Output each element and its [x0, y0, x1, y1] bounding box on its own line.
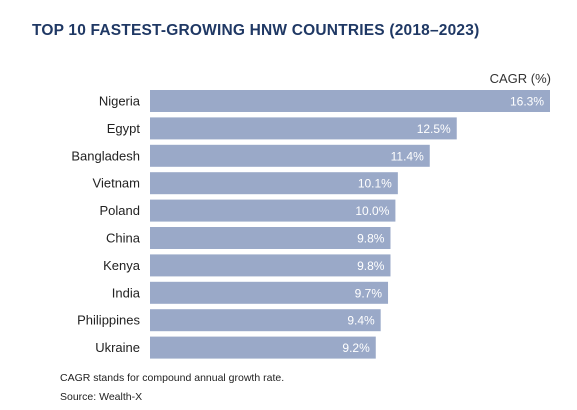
category-label: Nigeria	[99, 94, 141, 109]
bar-nigeria	[150, 90, 550, 112]
value-label: 9.8%	[357, 259, 385, 273]
bar-poland	[150, 199, 396, 222]
category-label: Bangladesh	[71, 148, 140, 163]
bar-egypt	[150, 117, 457, 140]
category-label: Vietnam	[93, 176, 140, 191]
value-label: 16.3%	[510, 95, 544, 109]
bar-philippines	[150, 309, 381, 332]
value-label: 9.4%	[347, 314, 375, 328]
category-label: Philippines	[77, 313, 140, 328]
value-label: 9.2%	[342, 341, 370, 355]
category-label: Poland	[100, 203, 140, 218]
category-label: Egypt	[107, 121, 141, 136]
bar-china	[150, 227, 391, 249]
value-label: 9.8%	[357, 232, 385, 246]
source-note: Source: Wealth-X	[60, 391, 143, 403]
bar-vietnam	[150, 172, 398, 195]
category-label: China	[106, 231, 141, 246]
bars-group: Nigeria 16.3% Egypt 12.5% Bangladesh 11.4% Vie…	[71, 90, 550, 359]
category-label: India	[112, 285, 141, 300]
bar-ukraine	[150, 336, 376, 359]
footnote: CAGR stands for compound annual growth r…	[60, 372, 285, 384]
chart-title: TOP 10 FASTEST-GROWING HNW COUNTRIES (20…	[32, 22, 480, 39]
value-label: 11.4%	[391, 149, 424, 163]
bar-india	[150, 281, 389, 304]
metric-label: CAGR (%)	[489, 71, 551, 86]
bar-kenya	[150, 254, 391, 277]
value-label: 12.5%	[417, 122, 451, 136]
value-label: 10.1%	[358, 177, 392, 191]
value-label: 10.0%	[355, 204, 389, 218]
category-label: Kenya	[103, 258, 141, 273]
category-label: Ukraine	[95, 340, 140, 355]
bar-bangladesh	[150, 144, 430, 167]
value-label: 9.7%	[355, 286, 383, 300]
